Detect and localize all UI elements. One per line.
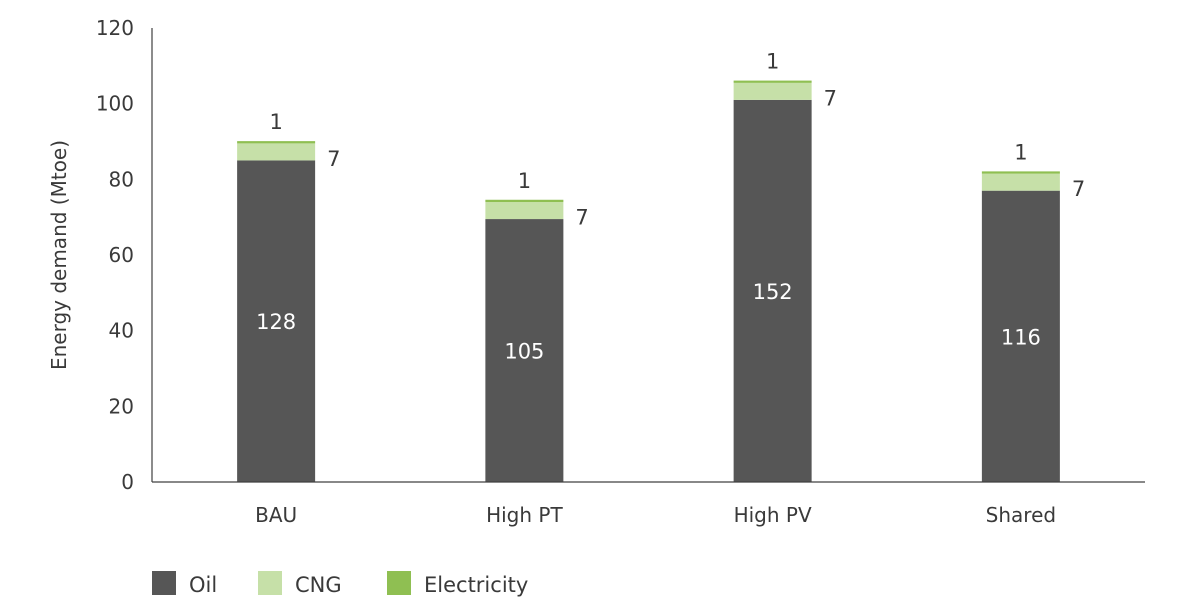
y-axis-title: Energy demand (Mtoe) [47,140,71,370]
data-label-electricity: 1 [766,50,779,74]
data-label-cng: 7 [575,206,588,230]
bar-segment-oil [733,99,812,482]
x-category-label: High PV [734,503,812,527]
bar-segment-cng [981,173,1060,191]
data-label-oil: 116 [1001,325,1041,349]
bar-segment-electricity [981,171,1060,174]
bar-segment-electricity [237,141,316,144]
legend-label: Oil [189,573,217,597]
legend-swatch [258,571,282,595]
data-label-electricity: 1 [269,110,282,134]
data-label-cng: 7 [824,86,837,110]
y-tick-label: 40 [109,319,134,343]
bar-segment-cng [485,202,564,220]
y-tick-label: 60 [109,243,134,267]
y-tick-label: 80 [109,167,134,191]
legend-swatch [152,571,176,595]
y-tick-label: 0 [121,470,134,494]
legend-item-oil: Oil [152,571,217,597]
x-category-label: Shared [986,503,1056,527]
bar-segment-oil [981,190,1060,482]
data-label-cng: 7 [1072,177,1085,201]
bar-segment-cng [237,143,316,161]
x-category-label: High PT [486,503,563,527]
bar-segment-oil [485,219,564,482]
legend-item-cng: CNG [258,571,342,597]
legend-swatch [387,571,411,595]
legend: Oil CNG Electricity [152,571,528,597]
bar-segment-electricity [733,80,812,83]
legend-label: Electricity [424,573,528,597]
data-label-electricity: 1 [1014,140,1027,164]
legend-label: CNG [295,573,342,597]
y-tick-label: 20 [109,394,134,418]
data-label-oil: 128 [256,310,296,334]
legend-item-electricity: Electricity [387,571,528,597]
bar-segment-electricity [485,199,564,203]
data-label-cng: 7 [327,147,340,171]
y-tick-label: 120 [96,16,134,40]
y-tick-label: 100 [96,92,134,116]
data-label-oil: 152 [753,280,793,304]
data-label-oil: 105 [504,340,544,364]
x-category-label: BAU [255,503,297,527]
bar-segment-oil [237,160,316,482]
bar-segment-cng [733,82,812,100]
data-label-electricity: 1 [518,169,531,193]
